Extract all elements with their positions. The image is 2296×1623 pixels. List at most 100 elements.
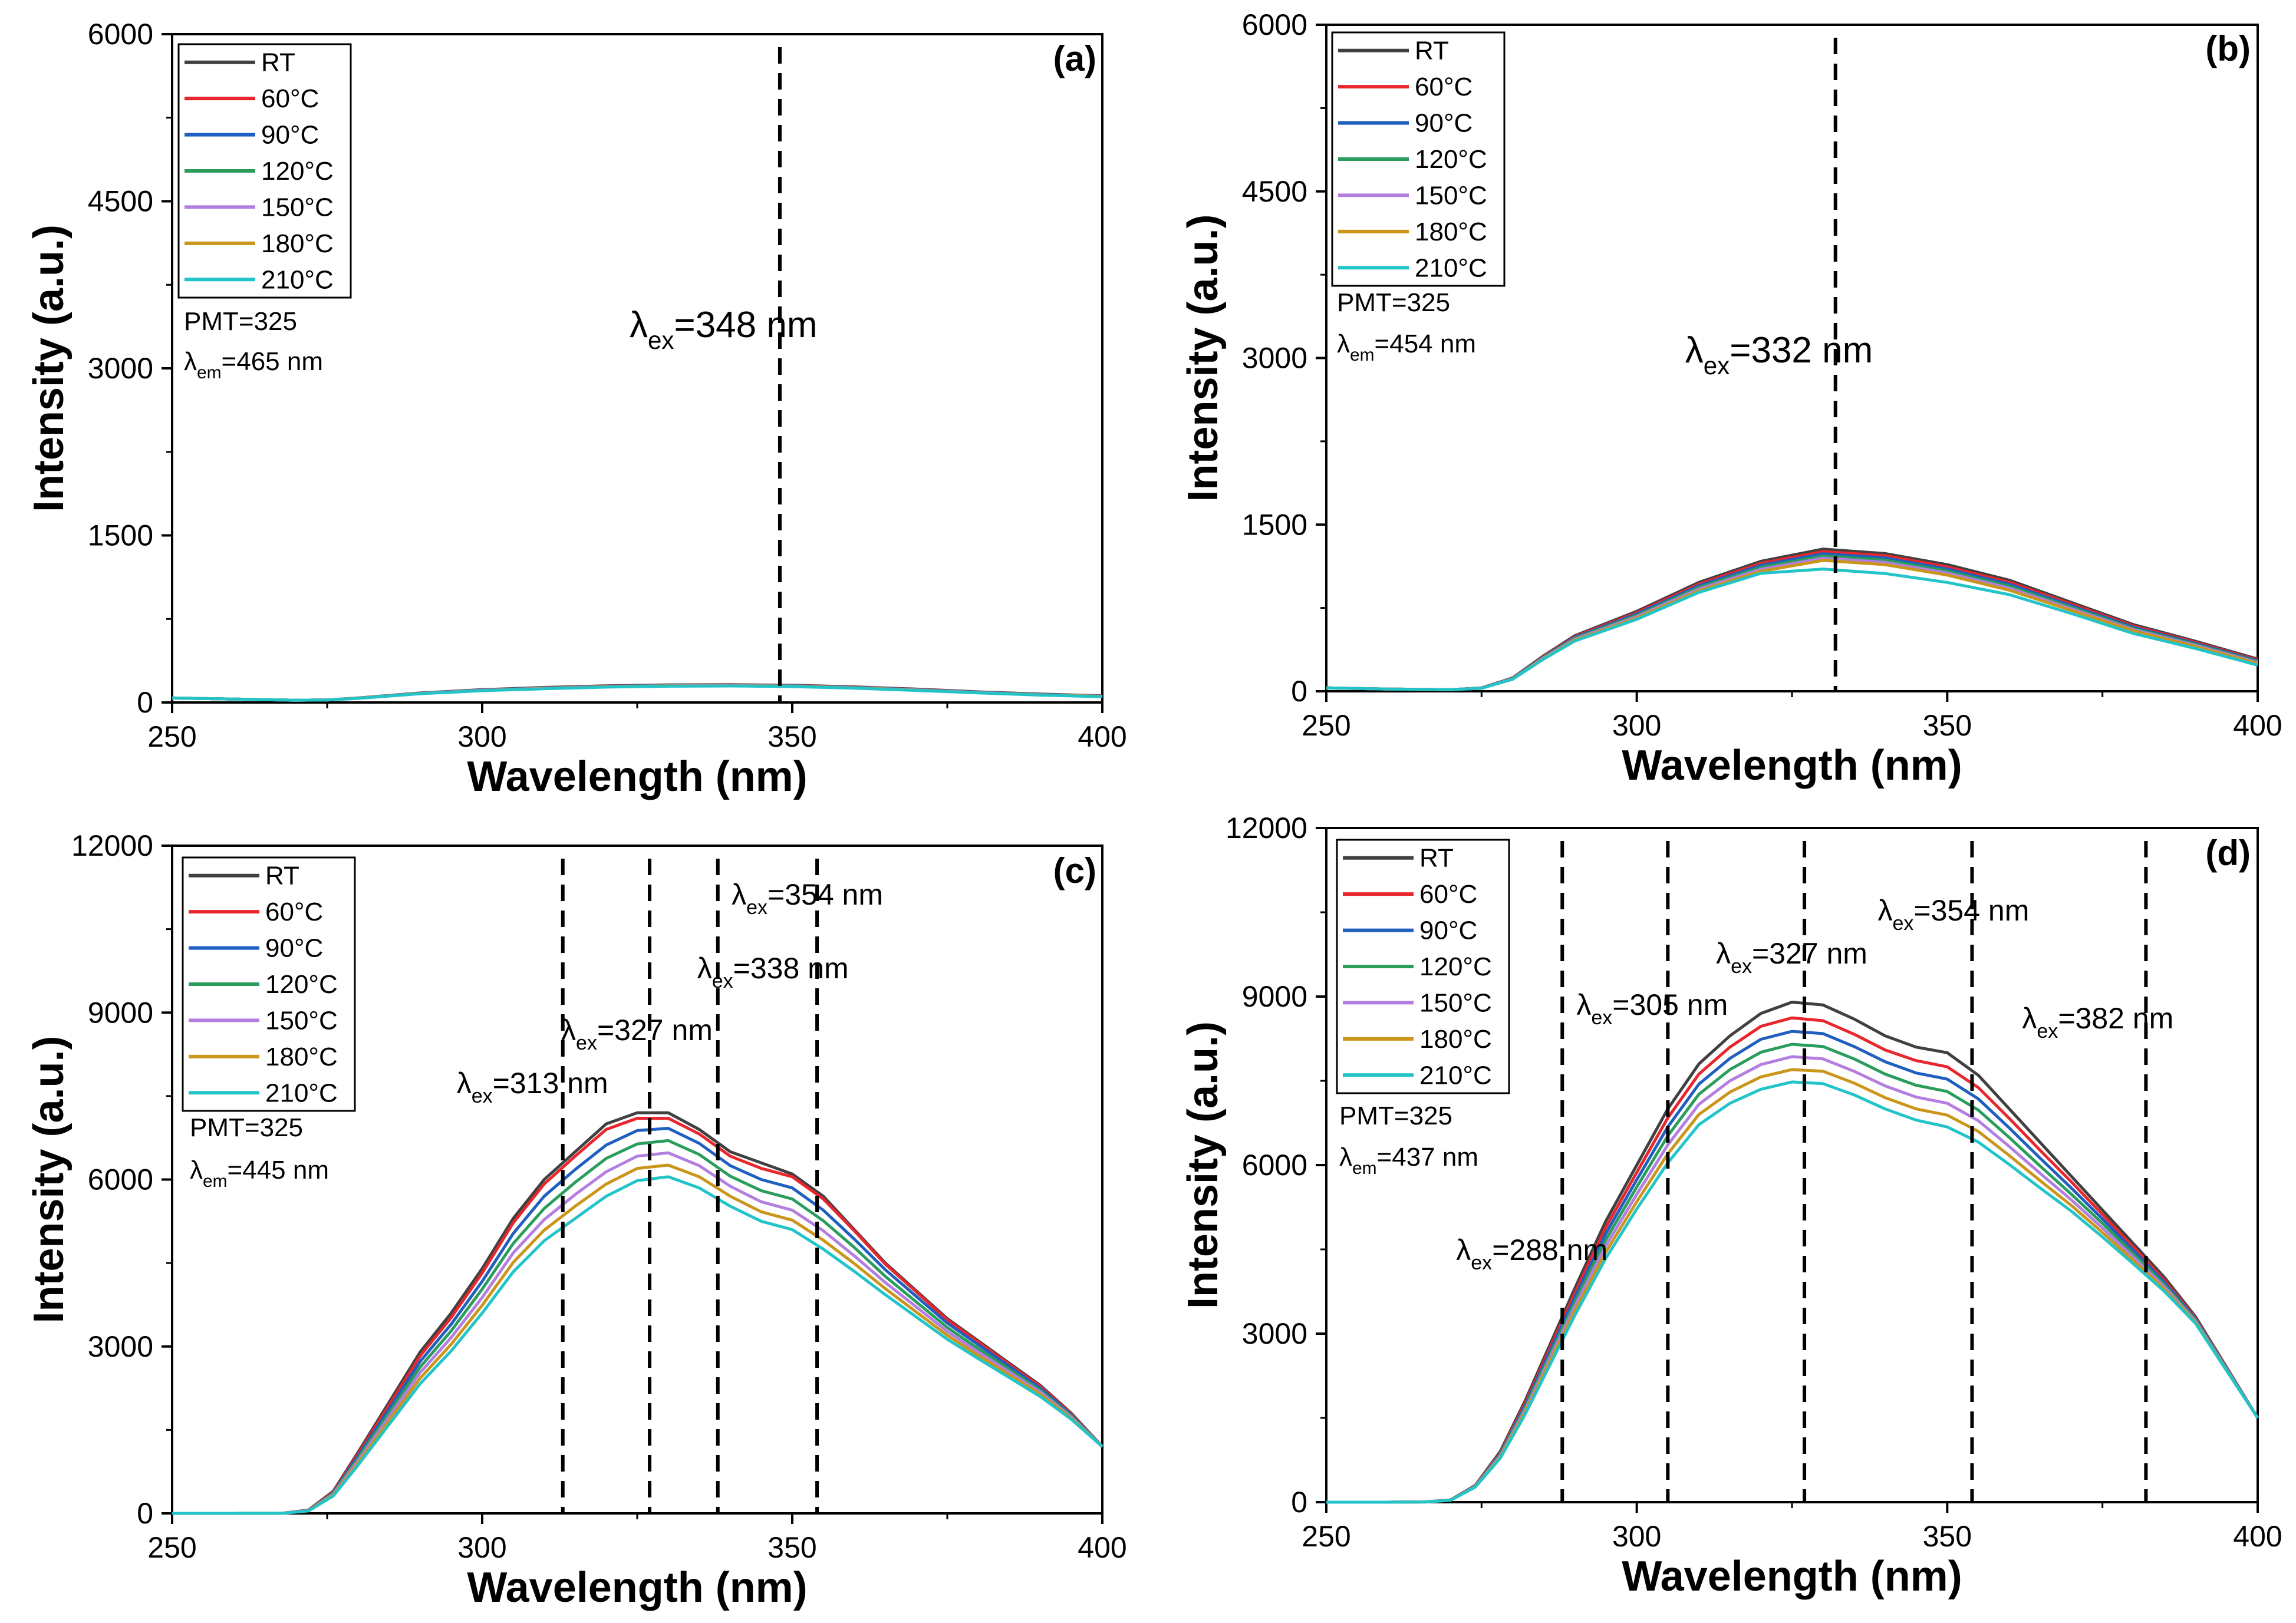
excitation-label: λex=348 nm <box>630 305 818 354</box>
legend-label: 120°C <box>265 970 338 999</box>
legend-label: RT <box>1415 37 1449 65</box>
x-axis-title: Wavelength (nm) <box>1622 1553 1962 1600</box>
legend-label: 210°C <box>1419 1061 1492 1090</box>
panel-tag: (d) <box>2205 833 2251 873</box>
x-axis-title: Wavelength (nm) <box>1622 742 1962 789</box>
x-tick-label: 350 <box>767 1531 816 1564</box>
x-tick-label: 400 <box>1078 720 1126 753</box>
series-line-120°C <box>1326 1043 2259 1504</box>
legend-label: 150°C <box>1419 988 1492 1017</box>
y-axis-title: Intensity (a.u.) <box>1180 214 1227 502</box>
panel-a: 250 300 350 400 0 1500 3000 4500 6000 Wavelength … <box>25 18 1127 800</box>
measurement-note: λem=437 nm <box>1339 1143 1478 1178</box>
legend-label: 180°C <box>1415 217 1487 246</box>
x-tick-label: 300 <box>457 1531 506 1564</box>
legend-label: 150°C <box>1415 181 1487 210</box>
x-tick-label: 350 <box>1923 709 1972 742</box>
x-tick-label: 250 <box>147 1531 196 1564</box>
excitation-label: λex=382 nm <box>2022 1002 2173 1043</box>
measurement-note: PMT=325 <box>1337 288 1450 317</box>
series-line-210°C <box>172 684 1103 702</box>
excitation-label: λex=327 nm <box>1716 937 1867 978</box>
legend-label: RT <box>261 48 295 77</box>
legend-label: 60°C <box>1419 880 1477 909</box>
y-tick-label: 9000 <box>88 996 153 1029</box>
x-axis-title: Wavelength (nm) <box>467 1564 807 1611</box>
legend-label: 90°C <box>1419 916 1477 945</box>
legend-label: 60°C <box>1415 72 1473 101</box>
x-tick-label: 250 <box>147 720 196 753</box>
legend-label: 180°C <box>261 229 334 258</box>
legend-label: 210°C <box>265 1078 338 1107</box>
y-axis-title: Intensity (a.u.) <box>1180 1021 1227 1309</box>
excitation-label: λex=354 nm <box>732 878 883 919</box>
legend-label: 120°C <box>1419 952 1492 981</box>
excitation-label: λex=332 nm <box>1685 330 1873 380</box>
x-tick-label: 400 <box>1078 1531 1126 1564</box>
legend-label: 60°C <box>265 898 323 926</box>
legend-label: 210°C <box>1415 253 1487 282</box>
y-tick-label: 4500 <box>1242 175 1307 208</box>
y-tick-label: 0 <box>137 1497 153 1530</box>
y-tick-label: 0 <box>1291 1486 1307 1519</box>
legend-label: 90°C <box>261 121 319 150</box>
measurement-note: λem=454 nm <box>1337 329 1476 365</box>
y-tick-label: 6000 <box>1242 8 1307 41</box>
y-tick-label: 3000 <box>88 1330 153 1363</box>
panel-b: 250 300 350 400 0 1500 3000 4500 6000 Wavelength … <box>1180 8 2282 789</box>
series-line-120°C <box>172 1139 1103 1515</box>
x-tick-label: 350 <box>1923 1520 1972 1553</box>
legend-label: RT <box>265 862 299 890</box>
series-line-90°C <box>172 1127 1103 1515</box>
series-line-120°C <box>1326 554 2258 691</box>
panel-tag: (c) <box>1053 851 1096 890</box>
legend-label: 90°C <box>265 934 323 963</box>
measurement-note: PMT=325 <box>1339 1101 1452 1130</box>
y-tick-label: 3000 <box>1242 1317 1307 1350</box>
legend-label: 60°C <box>261 84 319 113</box>
x-tick-label: 300 <box>457 720 506 753</box>
measurement-note: PMT=325 <box>190 1113 303 1142</box>
series-line-90°C <box>1326 1030 2259 1504</box>
panel-tag: (a) <box>1053 39 1096 78</box>
series-line-150°C <box>1326 1055 2259 1504</box>
y-tick-label: 1500 <box>1242 508 1307 541</box>
series-line-210°C <box>172 1175 1103 1515</box>
y-tick-label: 0 <box>137 686 153 719</box>
x-tick-label: 400 <box>2233 709 2282 742</box>
excitation-label: λex=338 nm <box>697 952 849 992</box>
y-tick-label: 1500 <box>88 519 153 552</box>
legend-label: 90°C <box>1415 109 1473 138</box>
y-tick-label: 0 <box>1291 675 1307 708</box>
y-tick-label: 6000 <box>88 18 153 51</box>
legend-label: 180°C <box>265 1043 338 1071</box>
y-tick-label: 12000 <box>1226 812 1307 845</box>
panel-tag: (b) <box>2205 29 2251 68</box>
y-tick-label: 3000 <box>88 352 153 385</box>
legend-label: 180°C <box>1419 1025 1492 1054</box>
legend-label: 150°C <box>265 1006 338 1035</box>
excitation-label: λex=305 nm <box>1576 988 1728 1029</box>
series-line-150°C <box>1326 556 2258 691</box>
y-tick-label: 9000 <box>1242 980 1307 1013</box>
y-tick-label: 6000 <box>1242 1149 1307 1182</box>
x-tick-label: 250 <box>1302 1520 1350 1553</box>
excitation-label: λex=313 nm <box>457 1067 608 1107</box>
panel-d: 250 300 350 400 0 3000 6000 9000 12000 Wavelength… <box>1180 812 2282 1600</box>
x-tick-label: 350 <box>767 720 816 753</box>
series-line-180°C <box>1326 559 2258 691</box>
measurement-note: λem=465 nm <box>184 347 323 382</box>
y-tick-label: 3000 <box>1242 342 1307 375</box>
legend-label: 210°C <box>261 265 334 294</box>
panel-c: 250 300 350 400 0 3000 6000 9000 12000 Wavelength… <box>25 829 1127 1611</box>
series-line-210°C <box>1326 568 2258 691</box>
x-axis-title: Wavelength (nm) <box>467 753 807 800</box>
excitation-label: λex=327 nm <box>561 1014 713 1054</box>
legend-label: 150°C <box>261 193 334 222</box>
excitation-label: λex=288 nm <box>1456 1233 1607 1274</box>
series-line-210°C <box>1326 1080 2259 1504</box>
x-tick-label: 400 <box>2233 1520 2282 1553</box>
y-tick-label: 6000 <box>88 1163 153 1196</box>
measurement-note: PMT=325 <box>184 307 297 336</box>
